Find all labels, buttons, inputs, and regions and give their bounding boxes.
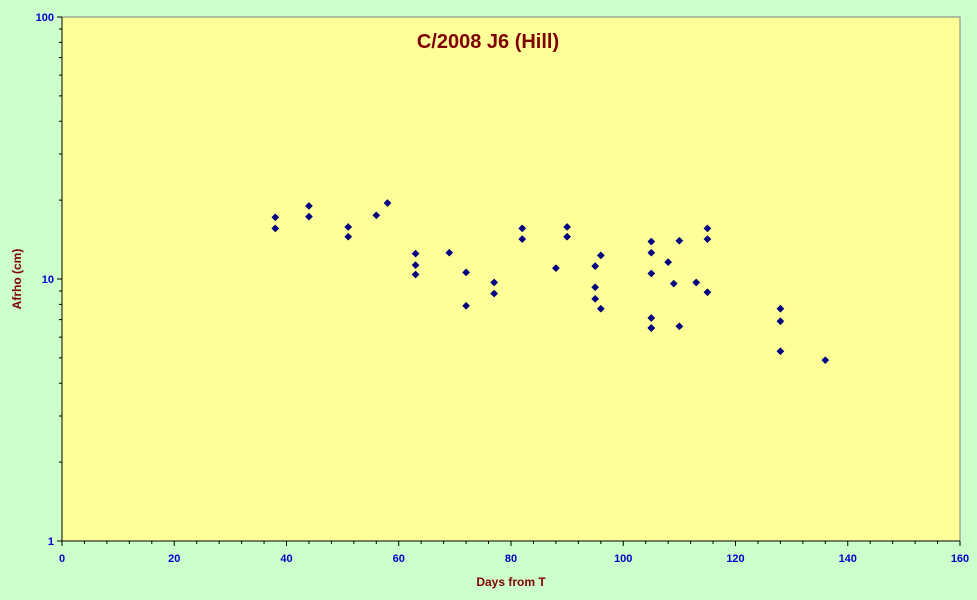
x-tick-label: 100 [614, 553, 632, 565]
data-point [518, 235, 527, 244]
data-point [647, 248, 656, 257]
data-point [411, 270, 420, 279]
data-point [518, 224, 527, 233]
data-point [411, 261, 420, 270]
x-tick-label: 0 [59, 553, 65, 565]
data-points [271, 199, 830, 365]
x-axis-title: Days from T [476, 575, 546, 589]
data-point [344, 232, 353, 241]
data-point [591, 283, 600, 292]
data-point [596, 304, 605, 313]
y-tick-label: 100 [36, 12, 54, 24]
data-point [596, 251, 605, 260]
axes: 0 20 40 60 80 100 120 140 160 1 10 100 [36, 12, 970, 565]
data-point [462, 301, 471, 310]
x-tick-label: 120 [726, 553, 744, 565]
data-point [490, 289, 499, 298]
chart-title: C/2008 J6 (Hill) [417, 31, 559, 53]
data-point [490, 278, 499, 287]
data-point [647, 237, 656, 246]
x-tick-label: 80 [505, 553, 517, 565]
data-point [304, 212, 313, 221]
data-point [647, 324, 656, 332]
plot-area [61, 16, 961, 542]
data-point [271, 213, 280, 222]
data-point [692, 278, 701, 287]
data-point [372, 211, 381, 220]
data-point [776, 304, 785, 313]
x-tick-label: 40 [280, 553, 292, 565]
data-point [411, 249, 420, 258]
data-point [304, 202, 313, 210]
data-point [669, 279, 678, 288]
data-point [664, 258, 673, 267]
x-tick-label: 60 [393, 553, 405, 565]
data-point [647, 314, 656, 322]
x-tick-label: 20 [168, 553, 180, 565]
data-point [647, 269, 656, 278]
data-point [591, 294, 600, 303]
data-point [675, 236, 684, 245]
y-tick-label: 10 [42, 274, 54, 286]
data-point [675, 322, 684, 331]
data-point [591, 262, 600, 271]
data-point [445, 248, 454, 257]
data-point [703, 288, 712, 297]
data-point [344, 222, 353, 231]
data-point [563, 222, 572, 231]
x-tick-label: 160 [951, 553, 969, 565]
data-point [821, 356, 830, 365]
data-point [703, 235, 712, 244]
data-point [703, 224, 712, 233]
data-point [271, 224, 280, 233]
data-point [383, 199, 392, 207]
x-tick-label: 140 [839, 553, 857, 565]
y-tick-label: 1 [48, 536, 54, 548]
y-axis-title: Afrho (cm) [10, 249, 24, 310]
data-point [551, 264, 560, 273]
data-point [776, 347, 785, 356]
data-point [462, 268, 471, 277]
data-point [563, 232, 572, 241]
data-point [776, 317, 785, 326]
